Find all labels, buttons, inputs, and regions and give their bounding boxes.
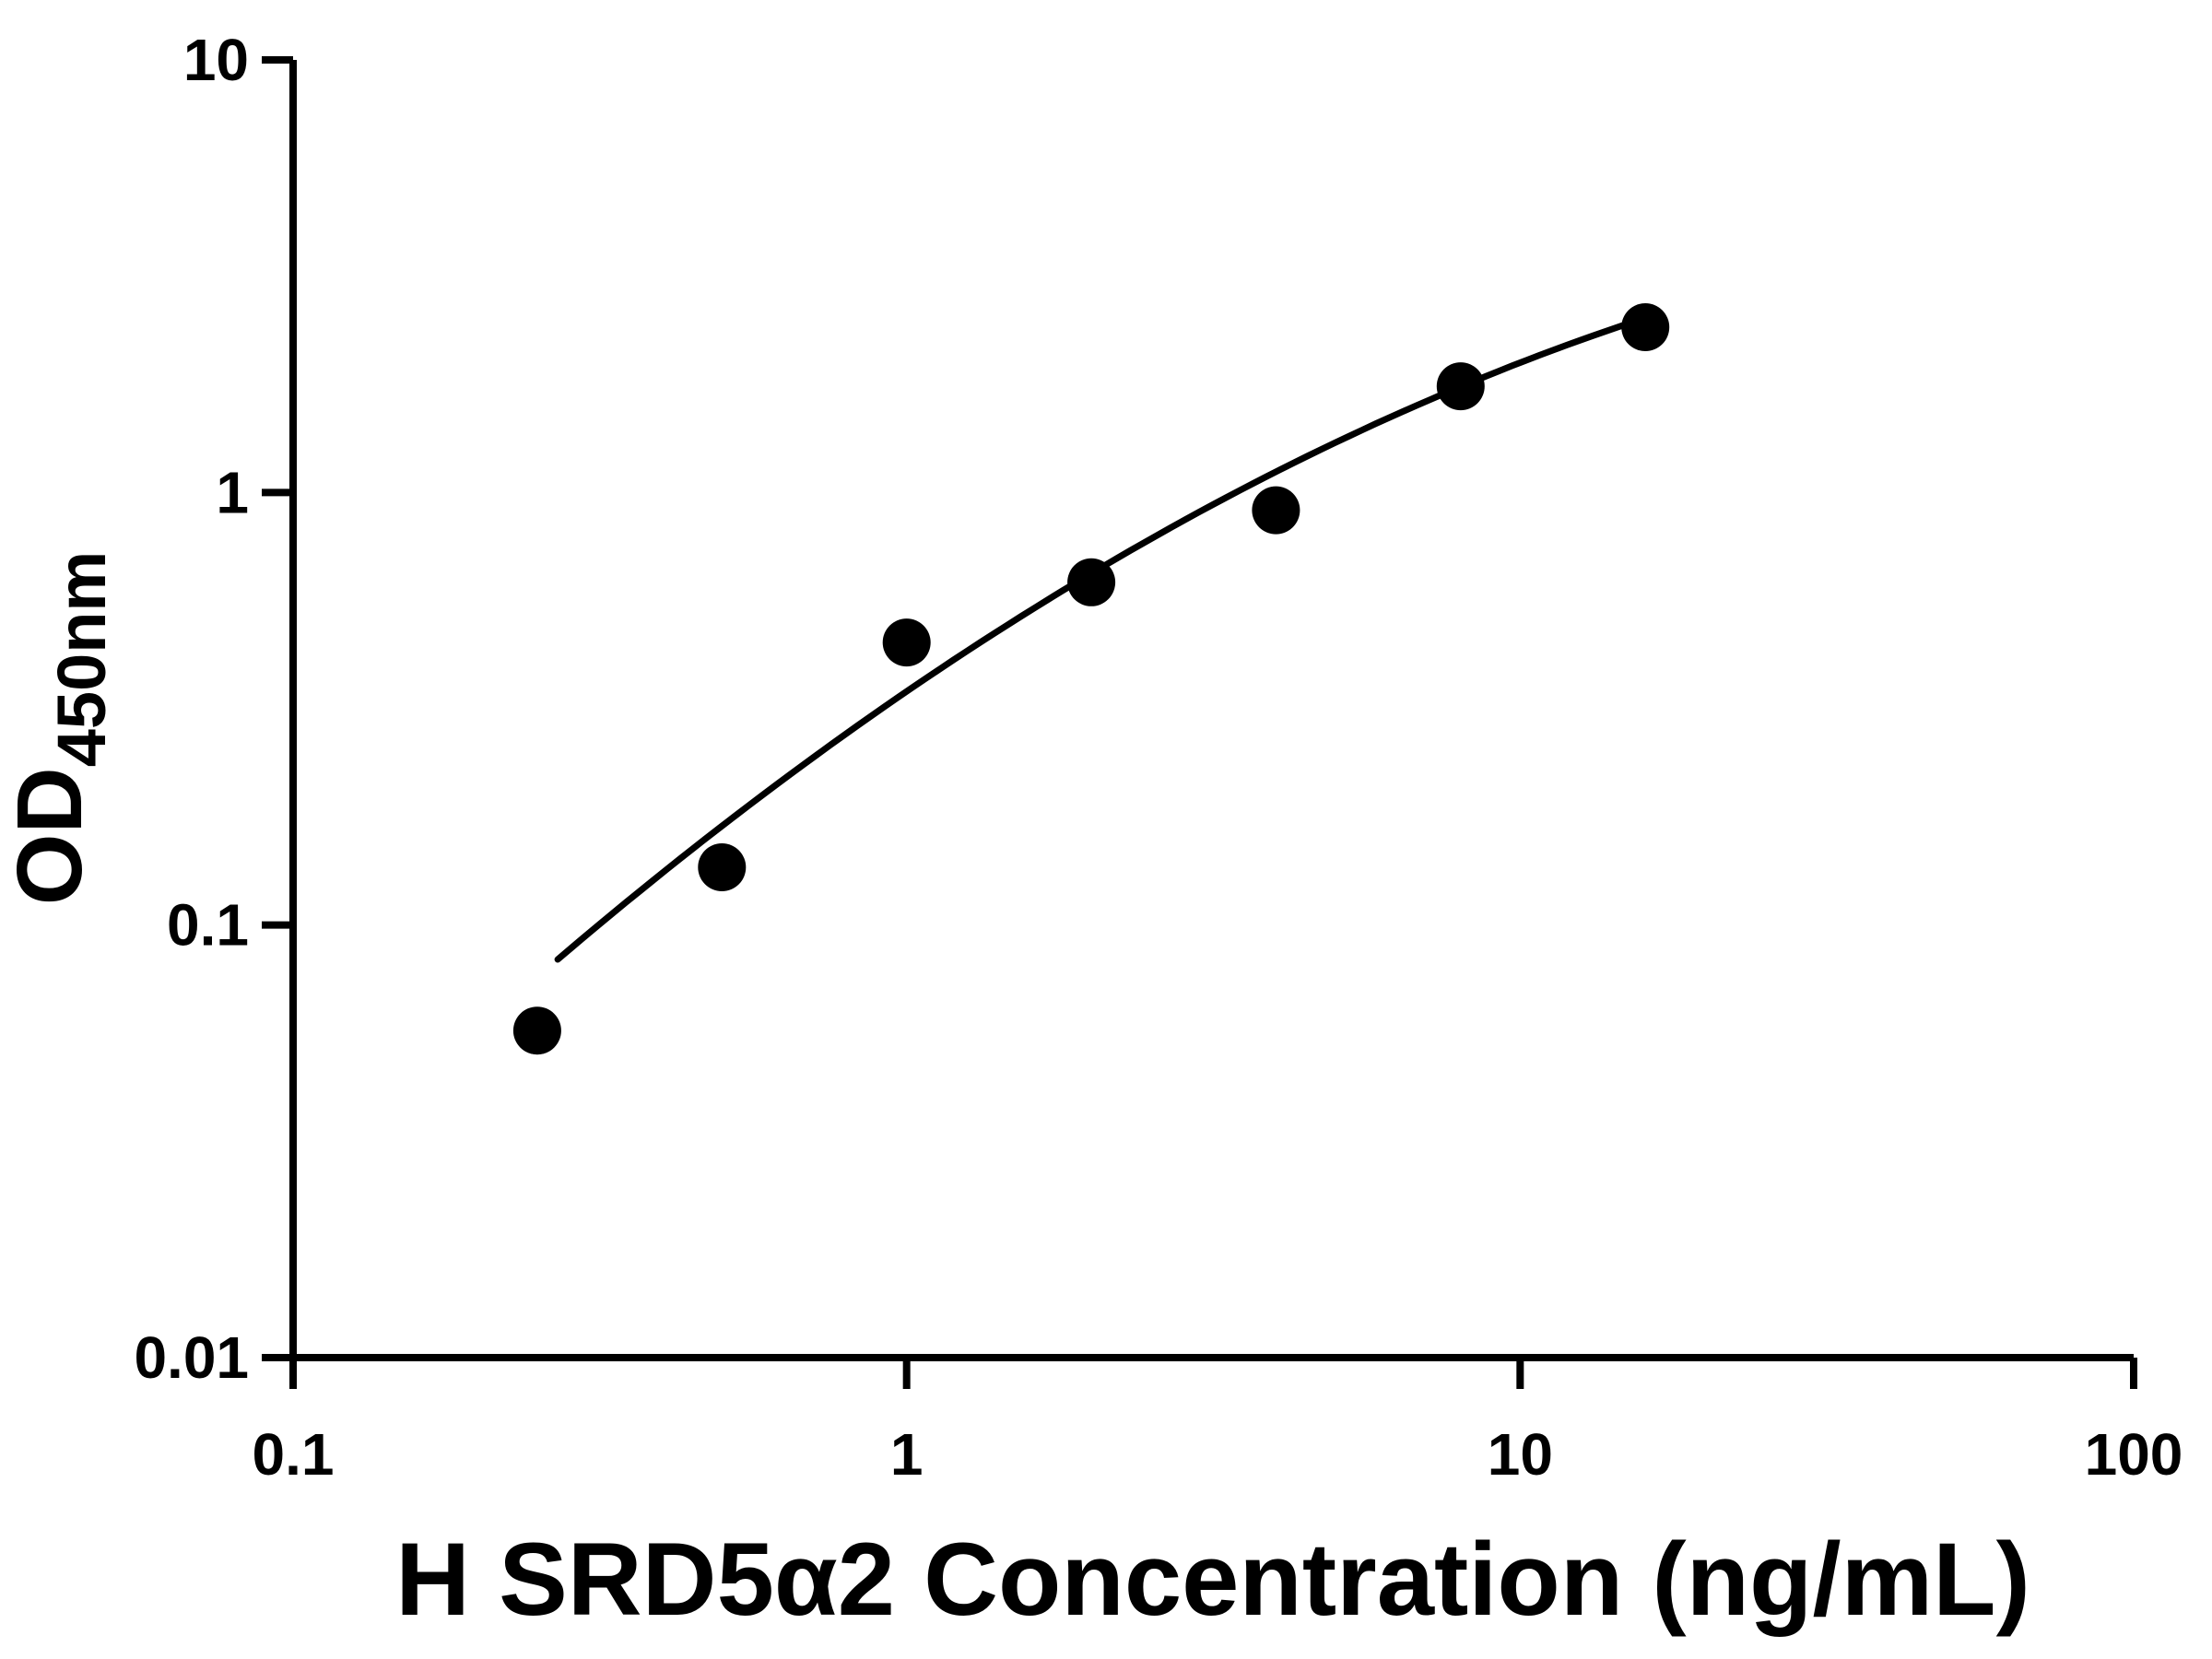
x-tick-label: 1	[890, 1421, 924, 1488]
y-axis-title-subscript: 450nm	[43, 551, 120, 767]
y-tick-label: 10	[183, 27, 249, 93]
data-point	[512, 1006, 561, 1055]
x-axis-title: H SRD5α2 Concentration (ng/mL)	[395, 1522, 2030, 1637]
data-point	[882, 618, 931, 667]
x-tick-label: 100	[2085, 1421, 2183, 1488]
x-tick-label: 10	[1488, 1421, 1553, 1488]
data-point	[1621, 303, 1670, 351]
y-axis-title: OD450nm	[0, 551, 120, 905]
y-tick-label: 1	[216, 459, 249, 525]
data-point	[698, 843, 747, 891]
x-tick-label: 0.1	[253, 1421, 335, 1488]
axis-lines	[289, 60, 2134, 1361]
data-point	[1067, 558, 1116, 606]
y-tick-label: 0.01	[134, 1324, 249, 1391]
data-point	[1252, 486, 1300, 535]
data-point	[1436, 362, 1485, 411]
y-tick-label: 0.1	[167, 892, 249, 959]
y-axis-title-main: OD	[0, 767, 101, 905]
